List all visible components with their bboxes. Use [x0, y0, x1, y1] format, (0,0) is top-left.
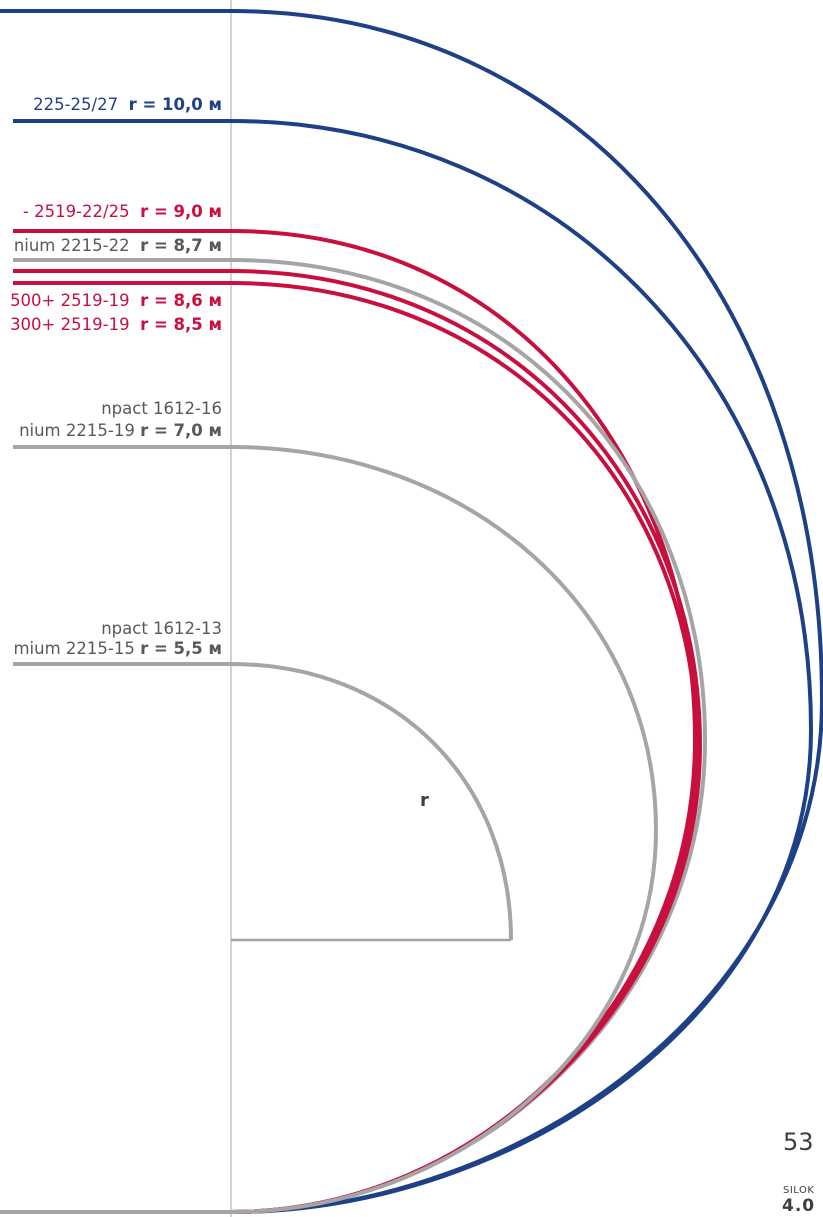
radius-symbol: r	[420, 790, 429, 811]
label-value: 8,6 м	[173, 291, 222, 310]
label-value: 10,0 м	[162, 95, 222, 114]
label-model: npact 1612-16	[101, 399, 222, 418]
label-model: nium 2215-19	[19, 421, 135, 440]
label-value: 9,0 м	[173, 202, 222, 221]
label-compact-1612-13: npact 1612-13	[101, 620, 222, 638]
label-prefix: r =	[140, 639, 174, 658]
label-model: npact 1612-13	[101, 619, 222, 638]
label-radius-5-5: mium 2215-15 r = 5,5 м	[13, 640, 222, 658]
label-prefix: r =	[140, 202, 174, 221]
label-model: - 2519-22/25	[22, 202, 130, 221]
curve-navy-10-0	[13, 119, 814, 1214]
curve-gray-5-5	[13, 662, 513, 941]
label-value: 7,0 м	[173, 421, 222, 440]
page-number: 53	[783, 1128, 814, 1156]
label-prefix: r =	[140, 315, 174, 334]
label-value: 8,7 м	[173, 236, 222, 255]
label-value: 5,5 м	[173, 639, 222, 658]
curve-navy-top	[0, 9, 823, 1214]
label-model: 225-25/27	[33, 95, 119, 114]
label-radius-10-0: 225-25/27 r = 10,0 м	[33, 96, 222, 114]
label-radius-7-0: nium 2215-19 r = 7,0 м	[19, 422, 222, 440]
brand-name: SILOK	[783, 1185, 815, 1196]
label-radius-8-6: 500+ 2519-19 r = 8,6 м	[10, 292, 222, 310]
label-radius-8-7: nium 2215-22 r = 8,7 м	[14, 237, 222, 255]
label-radius-8-5: 300+ 2519-19 r = 8,5 м	[10, 316, 222, 334]
label-compact-1612-16: npact 1612-16	[101, 400, 222, 418]
label-model: nium 2215-22	[13, 236, 130, 255]
label-model: 500+ 2519-19	[10, 291, 130, 310]
label-value: 8,5 м	[173, 315, 222, 334]
curve-gray-7-0	[13, 445, 659, 1214]
curve-red-9-0	[13, 229, 698, 1214]
label-prefix: r =	[140, 236, 174, 255]
brand-version: 4.0	[782, 1196, 816, 1216]
label-prefix: r =	[140, 291, 174, 310]
label-prefix: r =	[140, 421, 174, 440]
label-prefix: r =	[128, 95, 163, 114]
label-model: 300+ 2519-19	[10, 315, 130, 334]
label-radius-9-0: - 2519-22/25 r = 9,0 м	[23, 203, 222, 221]
label-model: mium 2215-15	[13, 639, 135, 658]
